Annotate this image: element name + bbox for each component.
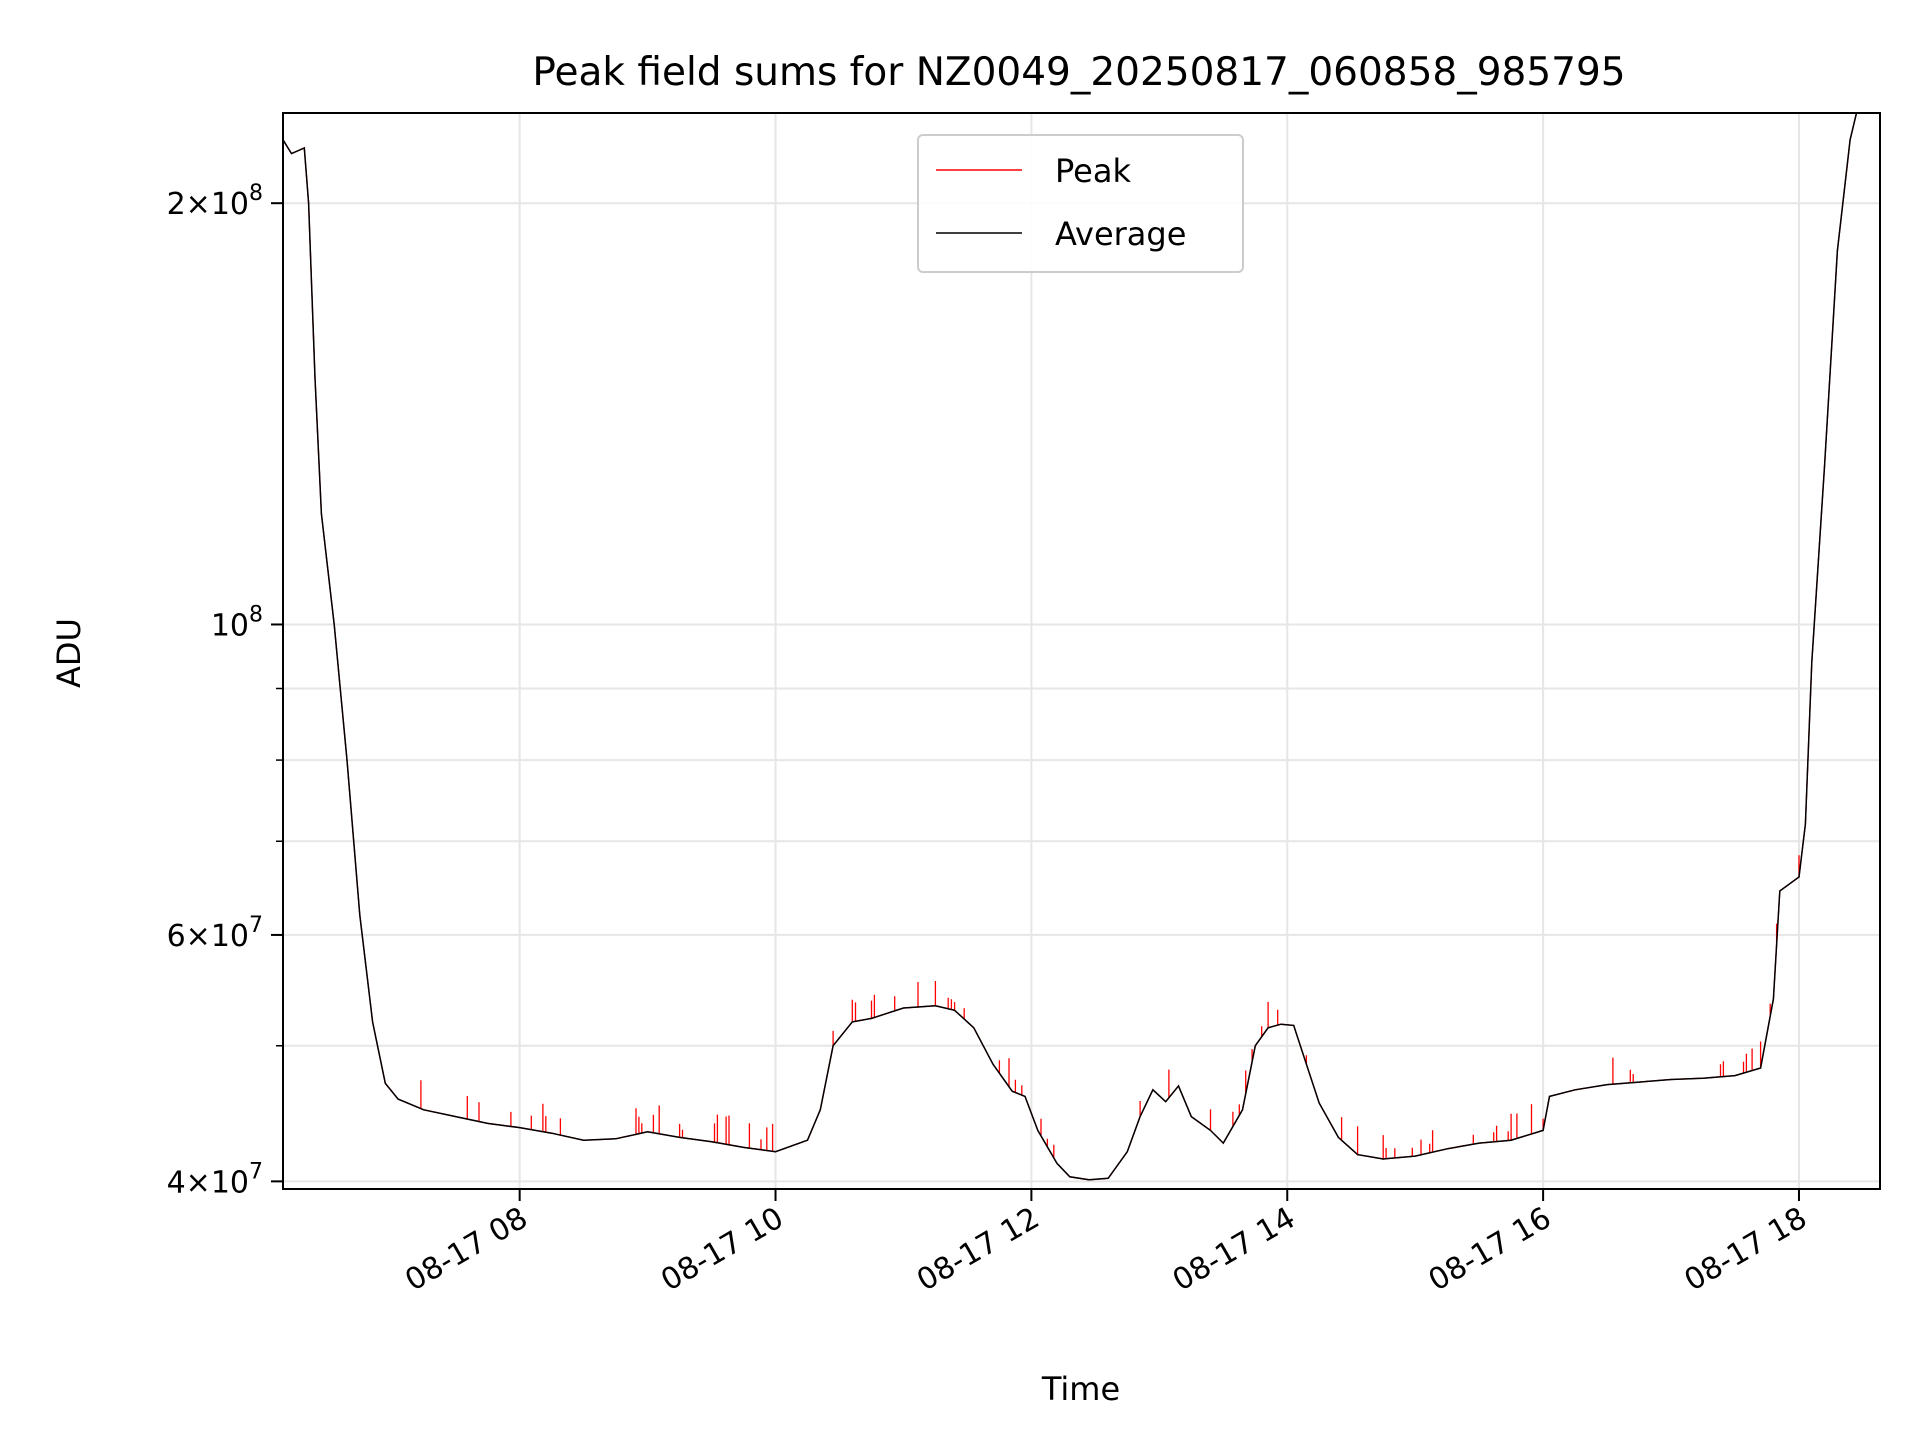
y-tick-label: 6×107 [167, 913, 263, 954]
peak-series-line [282, 112, 1880, 1181]
y-tick-label: 4×107 [167, 1159, 263, 1200]
x-tick-label: 08-17 08 [399, 1201, 533, 1299]
legend: Peak Average [917, 134, 1244, 273]
legend-peak-label: Peak [1055, 152, 1131, 190]
axes-frame [282, 112, 1881, 1190]
y-tick-label: 108 [211, 602, 263, 643]
average-series-line [282, 112, 1880, 1181]
x-tick-label: 08-17 16 [1423, 1201, 1557, 1299]
x-tick-label: 08-17 12 [911, 1201, 1045, 1299]
y-axis-label: ADU [50, 618, 88, 688]
x-tick-label: 08-17 18 [1679, 1201, 1813, 1299]
legend-average-label: Average [1055, 215, 1186, 253]
x-tick-label: 08-17 14 [1167, 1201, 1301, 1299]
grid-lines [283, 113, 1880, 1189]
x-axis-label: Time [1041, 1370, 1120, 1408]
x-tick-label: 08-17 10 [655, 1201, 789, 1299]
plot-area [282, 112, 1880, 1181]
x-axis: 08-17 08 08-17 10 08-17 12 08-17 14 08-17 16… [399, 1189, 1813, 1298]
y-tick-label: 2×108 [167, 181, 263, 222]
y-axis: 4×107 6×107 108 2×108 [167, 181, 283, 1200]
chart-title: Peak field sums for NZ0049_20250817_0608… [532, 50, 1625, 95]
